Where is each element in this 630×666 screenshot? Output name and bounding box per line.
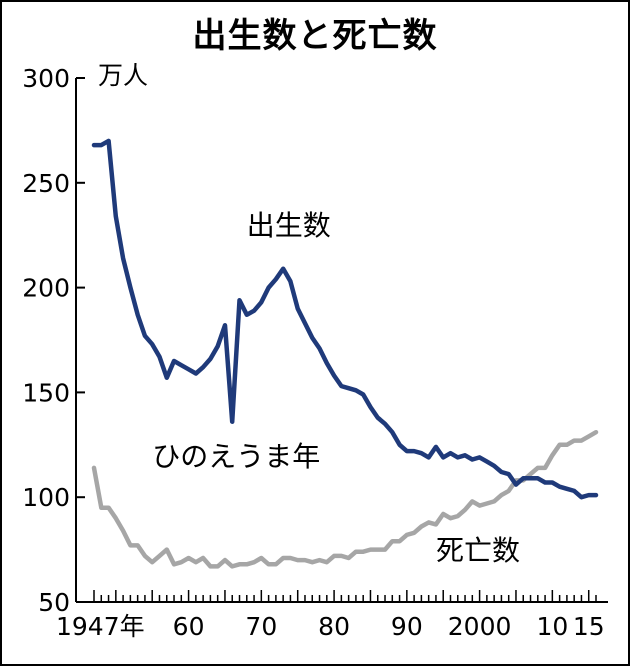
series-line-deaths bbox=[91, 429, 599, 569]
x-tick-label: 70 bbox=[245, 612, 277, 641]
x-tick-label: 2000 bbox=[448, 612, 512, 641]
series-line-births bbox=[91, 138, 599, 500]
y-tick-label: 100 bbox=[22, 483, 70, 512]
x-tick-label: 80 bbox=[318, 612, 350, 641]
x-tick-label: 1947年 bbox=[56, 612, 145, 641]
y-tick-label: 250 bbox=[22, 169, 70, 198]
y-tick-label: 150 bbox=[22, 378, 70, 407]
unit-label: 万人 bbox=[98, 61, 148, 90]
x-tick-label: 90 bbox=[391, 612, 423, 641]
y-tick-label: 200 bbox=[22, 274, 70, 303]
y-tick-label: 300 bbox=[22, 64, 70, 93]
deaths-annotation: 死亡数 bbox=[436, 534, 520, 567]
chart-title: 出生数と死亡数 bbox=[192, 16, 438, 56]
hinoeuma-annotation: ひのえうま年 bbox=[152, 440, 320, 473]
series-layer bbox=[91, 138, 599, 569]
births-annotation: 出生数 bbox=[247, 209, 331, 242]
x-tick-label: 60 bbox=[173, 612, 205, 641]
x-tick-label: 10 bbox=[536, 612, 568, 641]
axes: 50 100 150 200 250 300 万人 1947年 60 70 80 90 2000 10 15 bbox=[22, 61, 608, 641]
x-tick-label: 15 bbox=[573, 612, 605, 641]
y-tick-label: 50 bbox=[38, 588, 70, 617]
